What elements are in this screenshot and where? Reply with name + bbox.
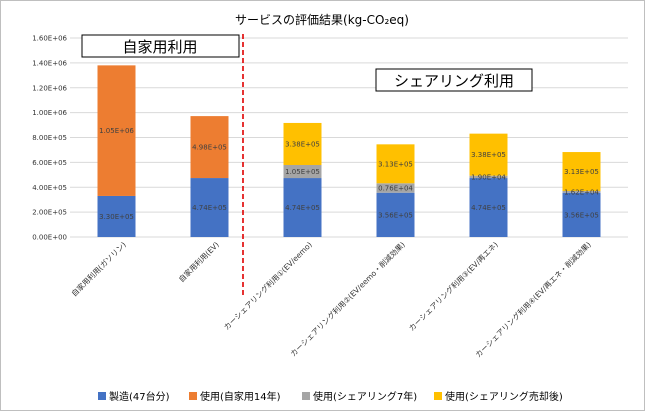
bar-segment: [469, 178, 508, 237]
bar-segment: [376, 183, 415, 193]
data-label: 1.05E+05: [285, 168, 320, 176]
data-label: 1.05E+06: [99, 127, 134, 135]
data-label: 3.38E+05: [471, 151, 506, 159]
legend-swatch: [98, 392, 106, 400]
legend-label: 製造(47台分): [109, 390, 170, 403]
left-annotation-box: [81, 34, 240, 58]
data-label: 3.30E+05: [99, 213, 134, 221]
bar-segment: [190, 178, 229, 237]
bar-segment: [562, 152, 601, 191]
left-annotation-text: 自家用利用: [122, 38, 197, 56]
y-tick-label: 1.60E+06: [32, 35, 67, 43]
data-label: 3.56E+05: [378, 211, 413, 219]
legend-label: 使用(シェアリング7年): [313, 390, 417, 403]
data-label: 3.56E+05: [564, 211, 599, 219]
bar-segment: [97, 65, 136, 196]
bar-segment: [283, 178, 322, 237]
data-label: 1.90E+04: [471, 173, 506, 181]
bar-segment: [190, 116, 229, 179]
right-annotation-box: [375, 68, 533, 92]
legend-swatch: [189, 392, 197, 400]
y-tick-label: 1.20E+06: [32, 84, 67, 92]
legend-swatch: [434, 392, 442, 400]
legend: 製造(47台分) 使用(自家用14年) 使用(シェアリング7年) 使用(シェアリング売…: [98, 390, 563, 403]
y-tick-label: 6.00E+05: [32, 159, 67, 167]
bar-segment: [469, 175, 508, 179]
y-tick-label: 8.00E+05: [32, 134, 67, 142]
bar-segment: [283, 122, 322, 165]
data-label: 4.74E+05: [471, 204, 506, 212]
bar-segment: [97, 195, 136, 237]
y-tick-label: 1.40E+06: [32, 59, 67, 67]
legend-label: 使用(自家用14年): [200, 390, 281, 403]
data-label: 1.62E+04: [564, 188, 599, 196]
bar-segment: [562, 190, 601, 193]
bars: [97, 65, 601, 237]
data-label: 4.74E+05: [192, 204, 227, 212]
chart-title: サービスの評価結果(kg-CO₂eq): [235, 12, 409, 27]
bar-segment: [469, 133, 508, 176]
right-annotation-text: シェアリング利用: [394, 72, 514, 90]
data-label: 3.38E+05: [285, 140, 320, 148]
bar-segment: [562, 192, 601, 237]
data-label: 4.98E+05: [192, 144, 227, 152]
data-label: 0.76E+04: [378, 184, 413, 192]
data-label: 3.13E+05: [564, 168, 599, 176]
y-tick-label: 1.00E+06: [32, 109, 67, 117]
legend-label: 使用(シェアリング売却後): [445, 390, 563, 403]
gridlines: [70, 37, 628, 238]
data-label: 3.13E+05: [378, 160, 413, 168]
bar-segment: [376, 192, 415, 237]
bar-segment: [283, 164, 322, 179]
y-axis-ticks: 0.00E+00 2.00E+05 4.00E+05 6.00E+05 8.00E+05…: [32, 35, 67, 242]
y-tick-label: 4.00E+05: [32, 184, 67, 192]
legend-swatch: [302, 392, 310, 400]
y-tick-label: 2.00E+05: [32, 209, 67, 217]
data-label: 4.74E+05: [285, 204, 320, 212]
data-labels: 3.30E+05 1.05E+06 4.74E+05 4.98E+05 4.74E+05…: [99, 127, 599, 221]
y-tick-label: 0.00E+00: [32, 234, 67, 242]
bar-segment: [376, 144, 415, 184]
